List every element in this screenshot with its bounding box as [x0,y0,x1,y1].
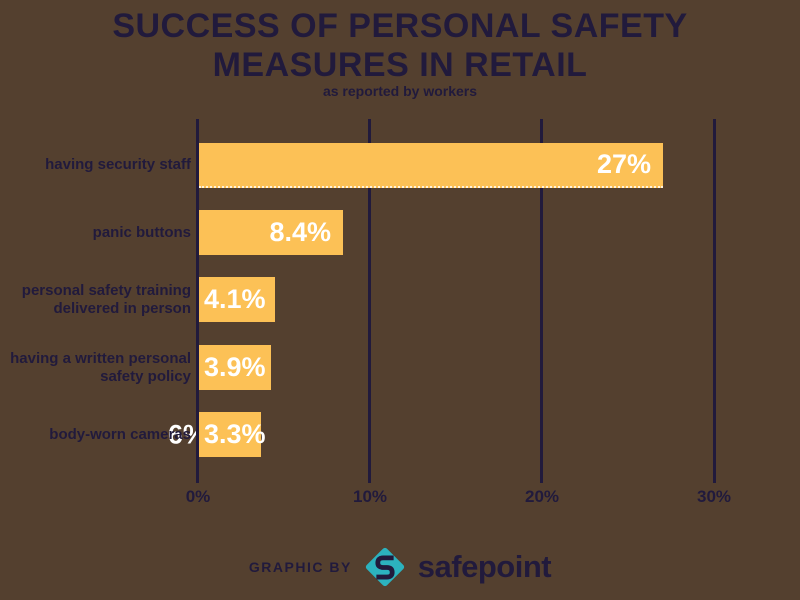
bar-value-label: 3.3% [204,419,266,449]
category-label-text: panic buttons [92,224,191,241]
bar-panic-buttons: 8.4% [199,210,343,255]
page-title: SUCCESS OF PERSONAL SAFETY MEASURES IN R… [0,7,800,85]
category-label-security-staff: having security staff [0,156,191,174]
category-label-panic-buttons: panic buttons [0,224,191,242]
gridline-20pct [540,119,543,483]
brand-wordmark: safepoint [417,549,552,584]
category-label-text: delivered in person [53,300,191,317]
gridline-0pct [196,119,199,483]
credit-label: GRAPHIC BY [248,559,352,575]
gridline-30pct [713,119,716,483]
x-tick-10: 10% [352,487,388,506]
gridline-10pct [368,119,371,483]
bar-value-label: 3.9% [204,352,266,382]
x-tick-20: 20% [524,487,560,506]
bar-written-policy: 3.9% [199,345,271,390]
bar-value-label: 27% [596,149,651,179]
category-label-text: having security staff [45,156,191,173]
category-label-text: body-worn cameras [49,426,191,443]
bar-safety-training: 4.1% [199,277,275,322]
bar-body-worn-cameras: 3.3% [199,412,266,457]
bar-value-label: 8.4% [269,217,331,247]
footer-credit-row: GRAPHIC BY safepoint [0,544,800,590]
category-label-written-policy: having a written personal safety policy [0,350,191,386]
category-label-text: safety policy [100,368,191,385]
category-label-safety-training: personal safety training delivered in pe… [0,282,191,318]
safepoint-logo-icon [362,544,408,590]
title-line-1: SUCCESS OF PERSONAL SAFETY [112,7,688,45]
x-tick-0: 0% [185,487,211,506]
category-label-text: having a written personal [10,350,191,367]
x-tick-30: 30% [696,487,732,506]
bar-value-label: 4.1% [204,284,266,314]
chart-subtitle: as reported by workers [322,83,478,99]
bar-security-staff: 27% [199,143,663,188]
category-label-text: personal safety training [21,282,191,299]
category-label-body-worn-cameras: body-worn cameras [0,426,191,444]
title-line-2: MEASURES IN RETAIL [212,46,588,84]
